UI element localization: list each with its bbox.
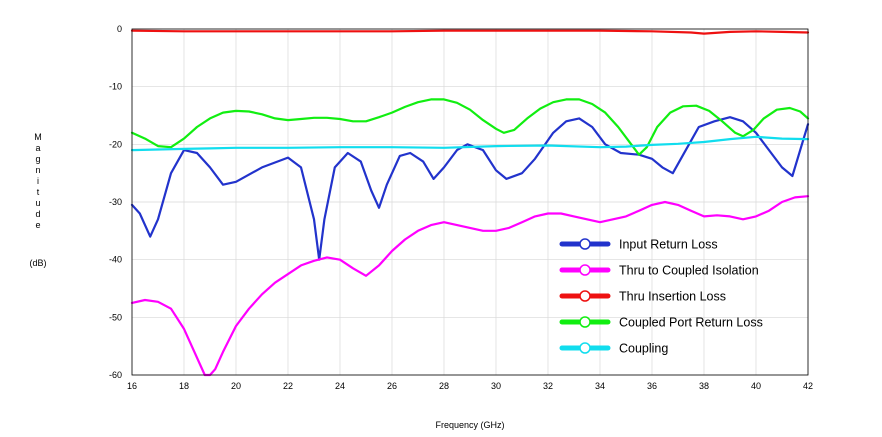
y-tick-label: -20 [109,139,122,149]
x-axis-title: Frequency (GHz) [435,420,504,430]
series-line-4 [130,135,810,152]
y-tick-label: -40 [109,255,122,265]
legend-marker [579,238,591,250]
y-tick-label: -50 [109,312,122,322]
x-tick-label: 30 [491,381,501,391]
x-tick-label: 40 [751,381,761,391]
x-tick-labels: 16 18 20 22 24 26 28 30 32 34 36 38 40 42 [127,381,813,391]
y-tick-label: -30 [109,197,122,207]
x-tick-label: 38 [699,381,709,391]
x-tick-label: 16 [127,381,137,391]
x-tick-label: 18 [179,381,189,391]
legend-label: Input Return Loss [619,238,718,252]
legend-marker [579,316,591,328]
series-line-2 [130,29,810,35]
y-tick-labels: 0 -10 -20 -30 -40 -50 -60 [109,24,122,380]
legend-marker [579,342,591,354]
y-axis-unit: (dB) [29,258,46,268]
legend-label: Thru Insertion Loss [619,290,726,304]
y-tick-label: 0 [117,24,122,34]
legend-label: Coupled Port Return Loss [619,316,763,330]
x-tick-label: 36 [647,381,657,391]
x-tick-label: 24 [335,381,345,391]
x-tick-label: 28 [439,381,449,391]
legend-label: Thru to Coupled Isolation [619,264,759,278]
series-line-0 [130,116,810,261]
y-tick-label: -60 [109,370,122,380]
x-tick-label: 26 [387,381,397,391]
y-tick-label: -10 [109,82,122,92]
x-tick-label: 34 [595,381,605,391]
x-tick-label: 42 [803,381,813,391]
legend-marker [579,290,591,302]
legend-marker [579,264,591,276]
plot-frame [131,28,809,376]
x-tick-label: 20 [231,381,241,391]
series-line-1 [130,195,810,377]
x-tick-label: 32 [543,381,553,391]
series-line-3 [130,98,810,156]
series-layer [130,29,810,377]
x-tick-label: 22 [283,381,293,391]
legend: Input Return Loss Thru to Coupled Isolati… [559,238,763,356]
legend-label: Coupling [619,342,668,356]
